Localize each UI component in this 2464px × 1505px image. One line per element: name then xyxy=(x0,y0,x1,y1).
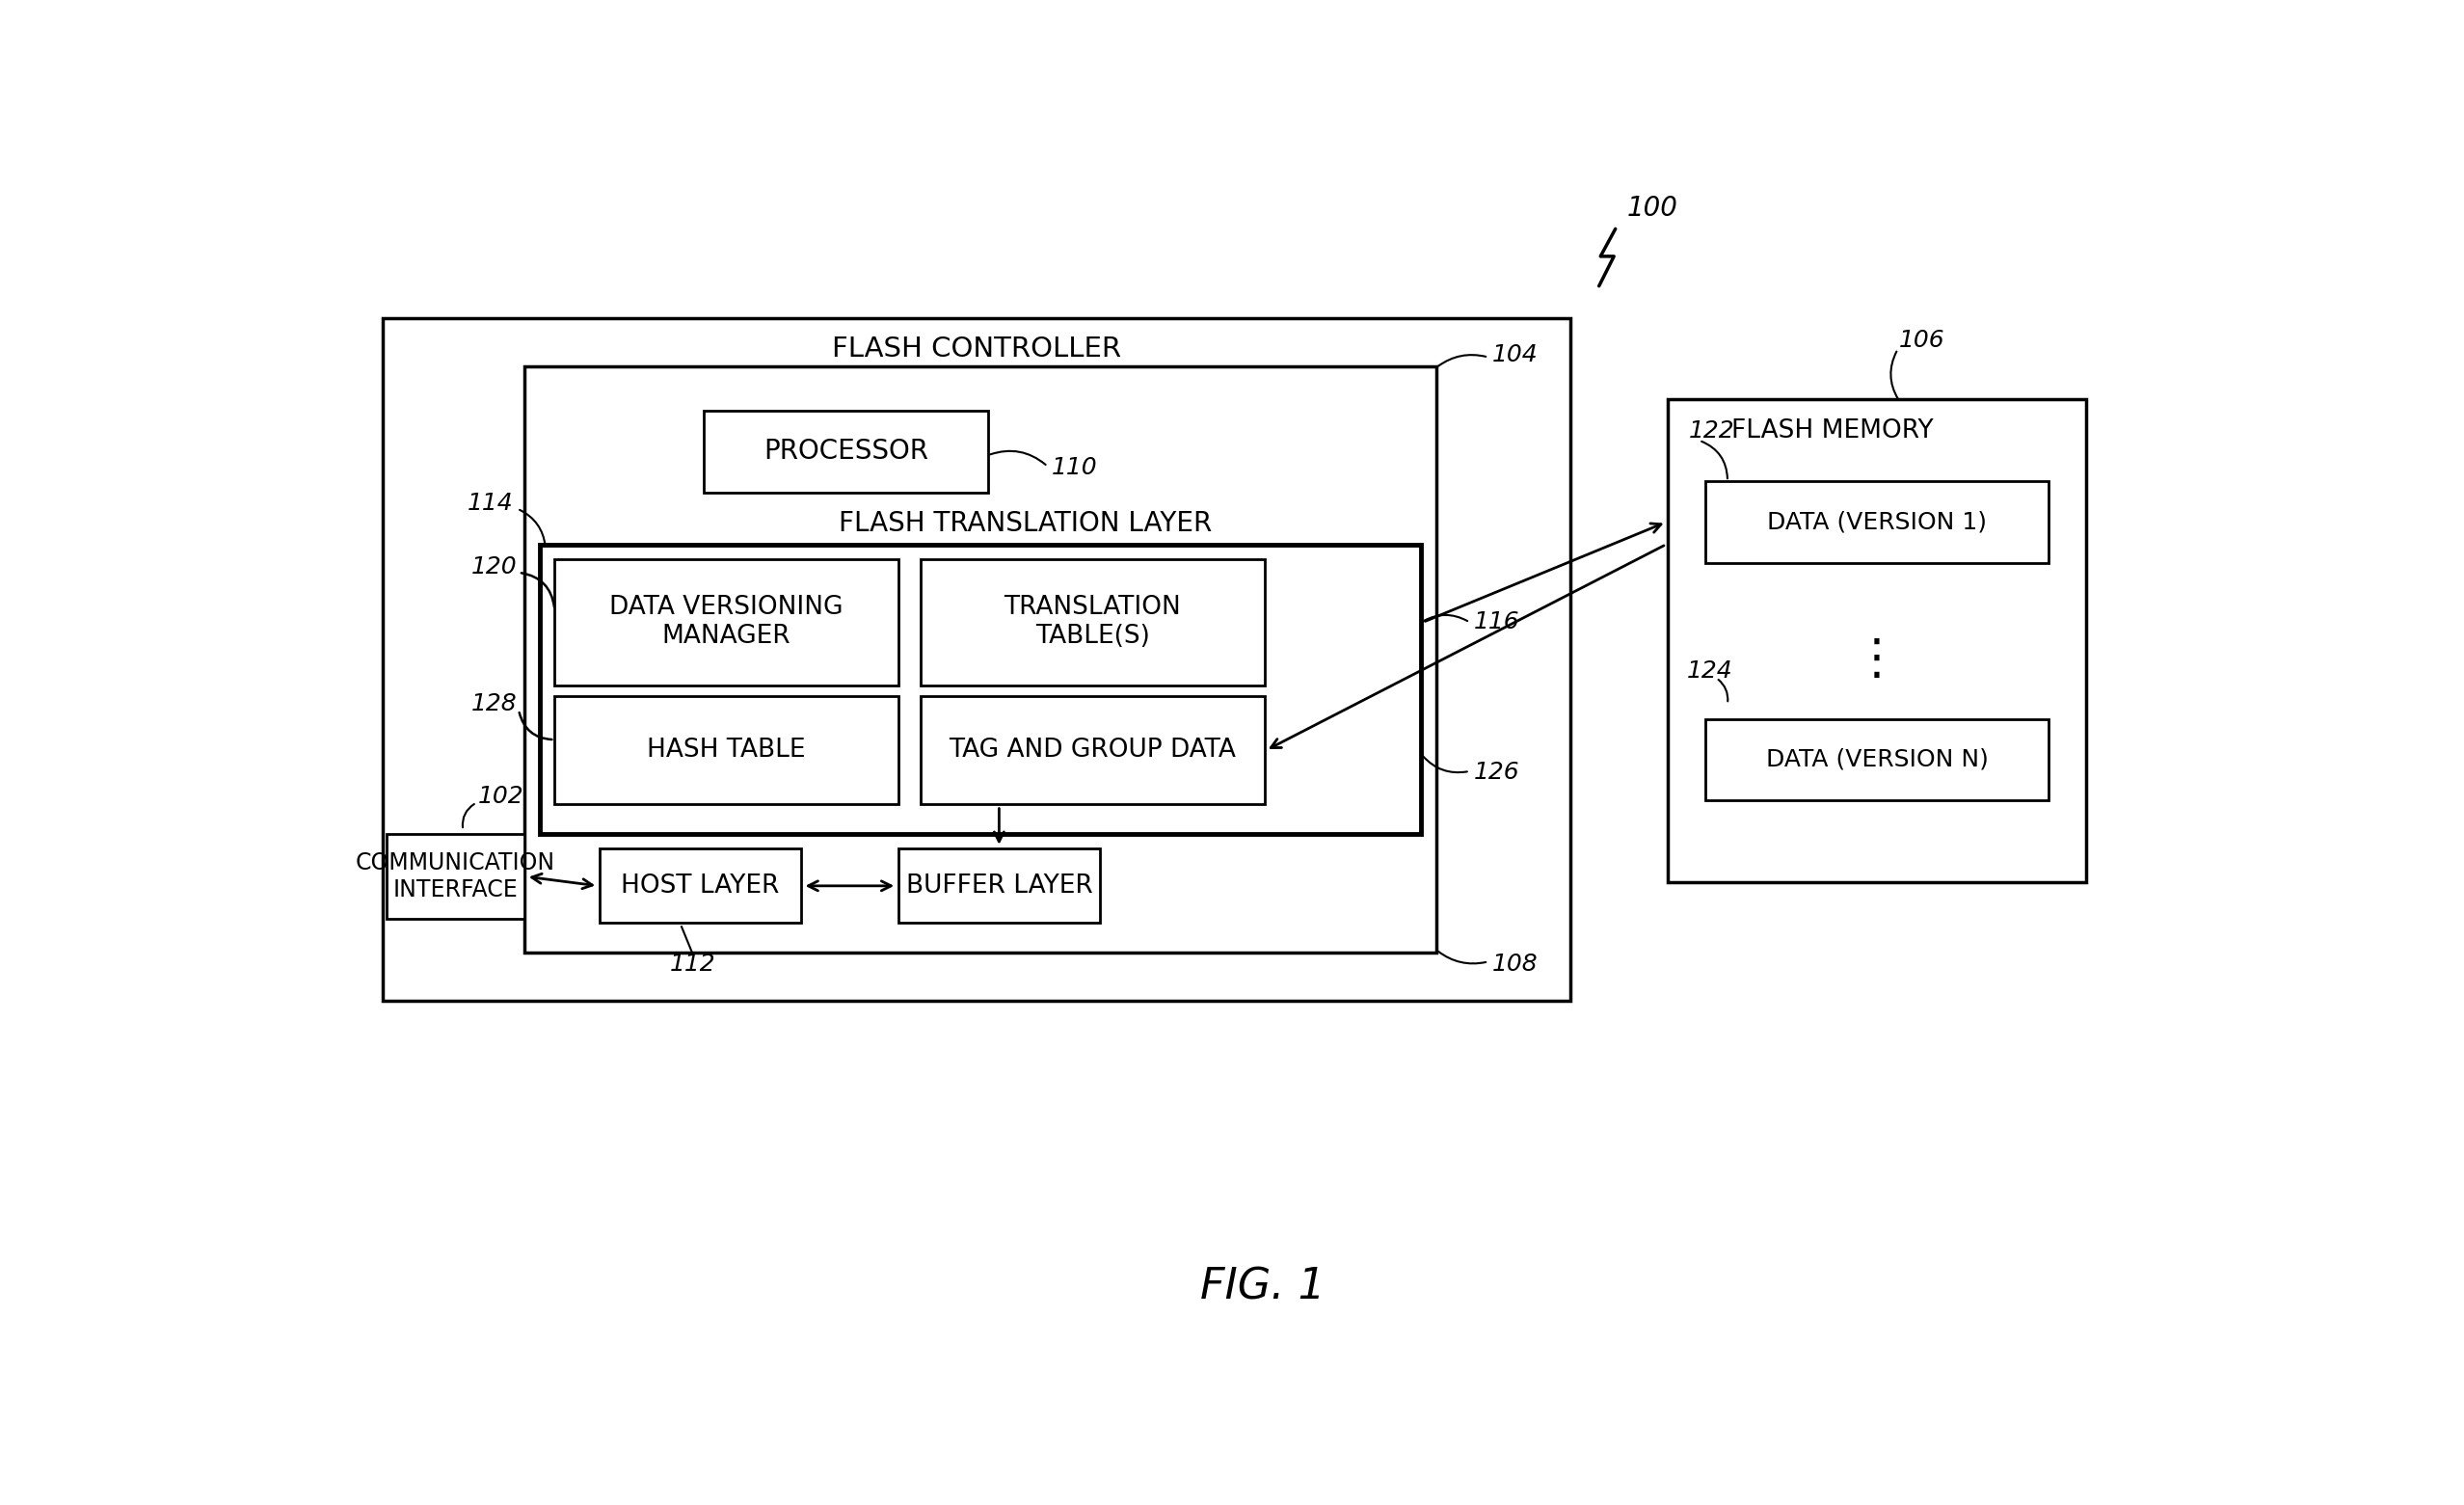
Text: TAG AND GROUP DATA: TAG AND GROUP DATA xyxy=(949,737,1237,763)
Text: 100: 100 xyxy=(1626,194,1678,221)
Text: 114: 114 xyxy=(468,492,513,515)
FancyBboxPatch shape xyxy=(599,849,801,923)
Text: DATA (VERSION N): DATA (VERSION N) xyxy=(1767,748,1988,771)
FancyBboxPatch shape xyxy=(899,849,1099,923)
Text: 108: 108 xyxy=(1493,953,1538,975)
Text: 116: 116 xyxy=(1473,611,1520,634)
Text: COMMUNICATION
INTERFACE: COMMUNICATION INTERFACE xyxy=(355,852,554,901)
FancyBboxPatch shape xyxy=(705,411,988,492)
Text: FLASH CONTROLLER: FLASH CONTROLLER xyxy=(833,336,1121,363)
FancyBboxPatch shape xyxy=(382,318,1570,1001)
FancyBboxPatch shape xyxy=(540,545,1422,834)
Text: 112: 112 xyxy=(670,953,715,975)
FancyBboxPatch shape xyxy=(922,560,1264,685)
Text: DATA VERSIONING
MANAGER: DATA VERSIONING MANAGER xyxy=(609,596,843,649)
Text: 128: 128 xyxy=(471,692,517,715)
Text: 102: 102 xyxy=(478,786,525,808)
Text: HOST LAYER: HOST LAYER xyxy=(621,873,779,898)
Text: 122: 122 xyxy=(1688,420,1735,442)
Text: BUFFER LAYER: BUFFER LAYER xyxy=(907,873,1092,898)
Text: 110: 110 xyxy=(1052,456,1096,480)
Text: FLASH MEMORY: FLASH MEMORY xyxy=(1732,418,1934,444)
FancyBboxPatch shape xyxy=(1705,482,2048,563)
Text: 126: 126 xyxy=(1473,762,1520,784)
FancyBboxPatch shape xyxy=(554,697,899,804)
Text: DATA (VERSION 1): DATA (VERSION 1) xyxy=(1767,510,1986,534)
FancyBboxPatch shape xyxy=(554,560,899,685)
Text: 106: 106 xyxy=(1900,328,1944,352)
FancyBboxPatch shape xyxy=(1668,400,2087,882)
Text: FIG. 1: FIG. 1 xyxy=(1200,1266,1326,1308)
Text: 120: 120 xyxy=(471,555,517,578)
Text: TRANSLATION
TABLE(S): TRANSLATION TABLE(S) xyxy=(1003,596,1180,649)
FancyBboxPatch shape xyxy=(387,834,525,920)
FancyBboxPatch shape xyxy=(922,697,1264,804)
Text: ⋮: ⋮ xyxy=(1853,637,1902,683)
FancyBboxPatch shape xyxy=(1705,719,2048,801)
Text: FLASH TRANSLATION LAYER: FLASH TRANSLATION LAYER xyxy=(838,510,1212,537)
Text: PROCESSOR: PROCESSOR xyxy=(764,438,929,465)
Text: 104: 104 xyxy=(1493,343,1538,367)
Text: HASH TABLE: HASH TABLE xyxy=(648,737,806,763)
FancyBboxPatch shape xyxy=(525,366,1437,953)
Text: 124: 124 xyxy=(1685,659,1732,682)
